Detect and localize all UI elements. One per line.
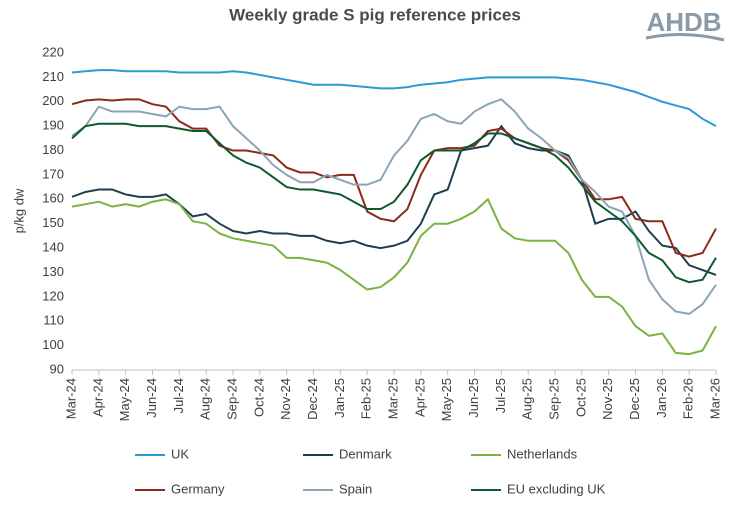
y-tick-label: 200 — [42, 93, 64, 108]
x-tick-label: Aug-25 — [520, 378, 535, 420]
legend-label: Spain — [339, 481, 372, 496]
series-line — [71, 197, 717, 356]
logo-swoosh — [645, 32, 725, 42]
y-tick-label: 170 — [42, 166, 64, 181]
x-tick-label: Oct-24 — [251, 378, 266, 417]
y-tick-label: 110 — [43, 313, 64, 328]
legend-label: Netherlands — [507, 446, 578, 461]
legend-label: Denmark — [339, 446, 392, 461]
legend-label: EU excluding UK — [507, 481, 606, 496]
x-tick-label: Dec-25 — [627, 378, 642, 420]
y-axis-label: p/kg dw — [11, 188, 26, 233]
y-tick-label: 150 — [42, 215, 64, 230]
x-tick-label: Mar-26 — [707, 378, 722, 419]
x-tick-label: Jan-25 — [332, 378, 347, 418]
y-tick-label: 160 — [42, 191, 64, 206]
y-tick-label: 220 — [42, 44, 64, 59]
y-tick-label: 140 — [42, 240, 64, 255]
x-tick-label: Jun-24 — [144, 378, 159, 418]
x-tick-label: Dec-24 — [305, 378, 320, 420]
y-tick-label: 120 — [42, 288, 64, 303]
x-tick-label: Aug-24 — [198, 378, 213, 420]
y-tick-label: 190 — [42, 118, 64, 133]
series-line — [71, 98, 717, 258]
y-tick-label: 180 — [42, 142, 64, 157]
x-tick-label: Jan-26 — [654, 378, 669, 418]
x-tick-label: Nov-25 — [600, 378, 615, 420]
x-tick-label: Feb-25 — [359, 378, 374, 419]
y-tick-label: 210 — [42, 69, 64, 84]
x-tick-label: Mar-24 — [63, 378, 78, 419]
chart-title: Weekly grade S pig reference prices — [229, 5, 521, 24]
logo: AHDB — [646, 7, 721, 37]
x-tick-label: Jun-25 — [466, 378, 481, 418]
series-line — [71, 69, 717, 128]
x-tick-label: May-24 — [117, 378, 132, 421]
x-tick-label: Jul-24 — [171, 378, 186, 413]
series-line — [71, 122, 717, 284]
y-tick-label: 100 — [42, 337, 64, 352]
x-tick-label: Feb-26 — [681, 378, 696, 419]
y-tick-label: 130 — [42, 264, 64, 279]
x-tick-label: May-25 — [439, 378, 454, 421]
x-tick-label: Apr-25 — [412, 378, 427, 417]
x-tick-label: Sep-24 — [224, 378, 239, 420]
legend-label: Germany — [171, 481, 225, 496]
x-tick-label: Apr-24 — [90, 378, 105, 417]
x-tick-label: Oct-25 — [573, 378, 588, 417]
x-tick-label: Mar-25 — [385, 378, 400, 419]
x-tick-label: Nov-24 — [278, 378, 293, 420]
x-tick-label: Jul-25 — [493, 378, 508, 413]
series-line — [71, 98, 717, 315]
legend-label: UK — [171, 446, 189, 461]
y-tick-label: 90 — [50, 361, 64, 376]
x-tick-label: Sep-25 — [546, 378, 561, 420]
